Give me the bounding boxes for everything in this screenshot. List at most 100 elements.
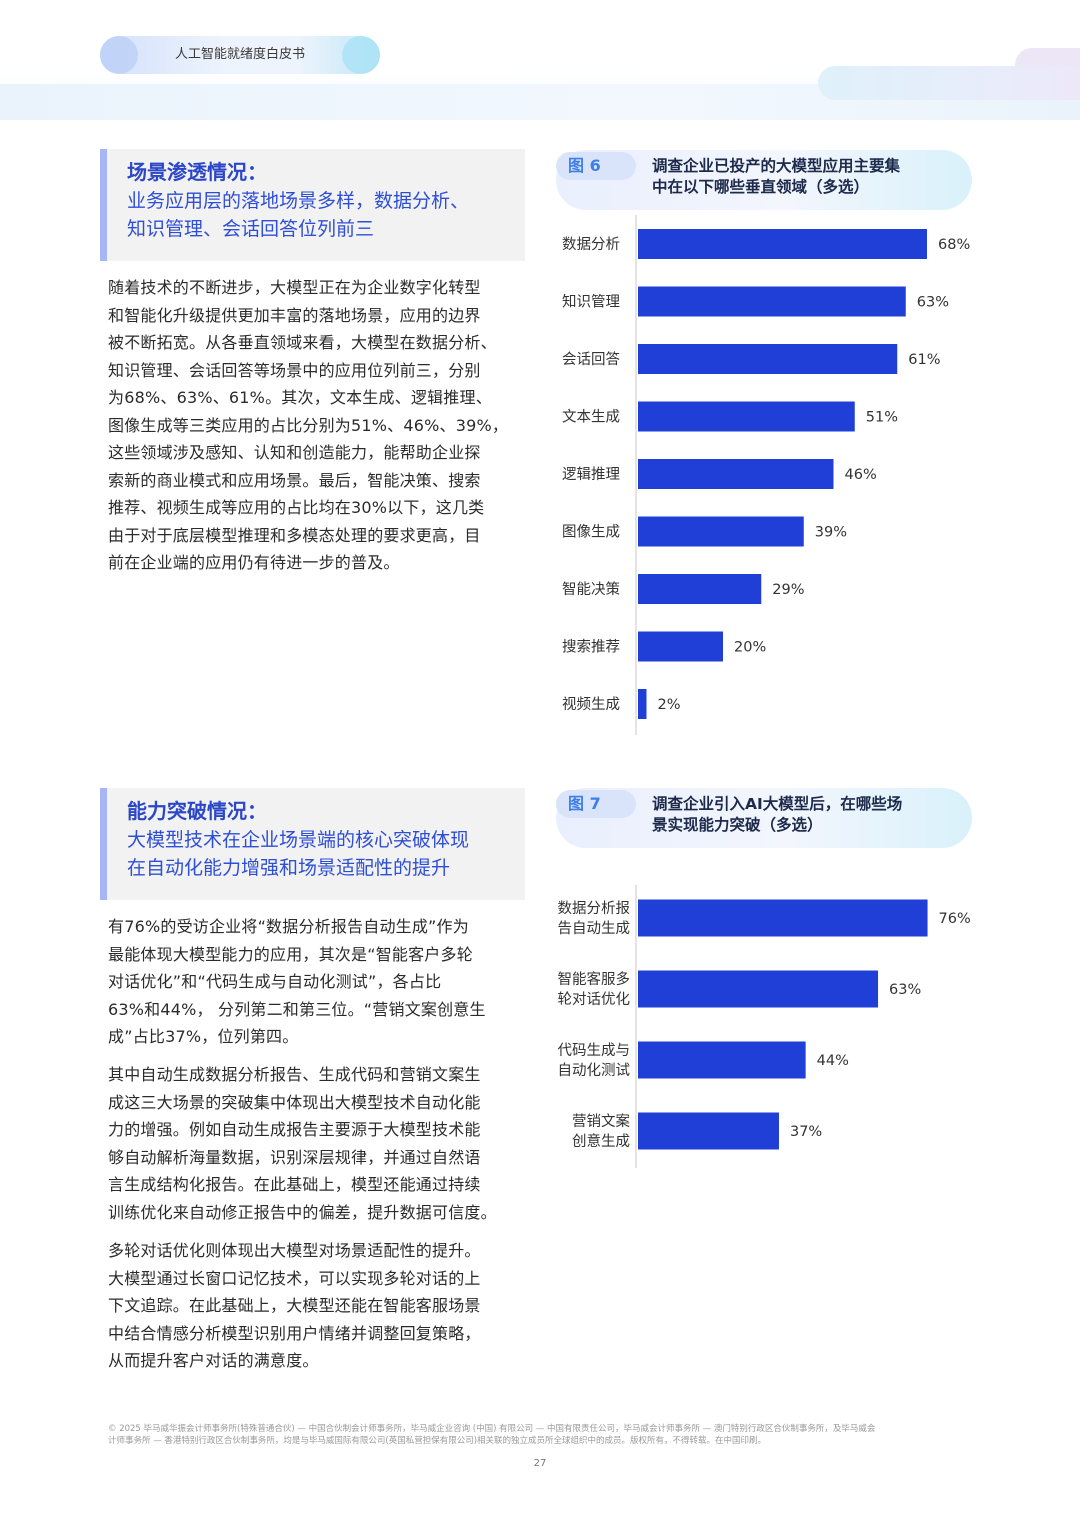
chart-value-label: 44% [817,1053,849,1069]
chart-bar [638,401,855,432]
chart-category-label: 告自动生成 [558,920,631,937]
body-line: 最能体现大模型能力的应用，其次是“智能客户多轮 [108,944,473,964]
body-line: 训练优化来自动修正报告中的偏差，提升数据可信度。 [108,1202,497,1222]
body-line: 其中自动生成数据分析报告、生成代码和营销文案生 [108,1065,481,1084]
body-line: 为68%、63%、61%。其次，文本生成、逻辑推理、 [108,388,492,407]
figure-title: 调查企业已投产的大模型应用主要集 中在以下哪些垂直领域（多选） [652,156,952,198]
body-line: 推荐、视频生成等应用的占比均在30%以下，这几类 [108,498,485,517]
body-line: 这些领域涉及感知、认知和创造能力，能帮助企业探 [108,443,481,462]
chart-category-label: 数据分析报 [558,900,631,917]
figure-title: 调查企业引入AI大模型后，在哪些场 景实现能力突破（多选） [652,794,952,836]
chart-bar [638,459,834,489]
legal-line: © 2025 毕马威华振会计师事务所(特殊普通合伙) — 中国合伙制会计师事务所… [108,1424,876,1434]
body-line: 成”占比37%，位列第四。 [108,1027,299,1046]
section-subtitle-line: 知识管理、会话回答位列前三 [127,218,375,240]
body-line: 由于对于底层模型推理和多模态处理的要求更高，目 [108,525,481,545]
chart-bar [638,516,804,547]
chart-value-label: 2% [658,697,681,713]
body-line: 够自动解析海量数据，识别深层规律，并通过自然语 [108,1147,481,1167]
body-line: 知识管理、会话回答等场景中的应用位列前三，分别 [108,360,481,380]
chart-bar [638,689,647,719]
chart-bar [638,229,927,259]
chart-bar [638,344,898,374]
section-body-text: 有76%的受访企业将“数据分析报告自动生成”作为 最能体现大模型能力的应用，其次… [108,913,536,1051]
section-title: 能力突破情况： [127,799,267,823]
figure-tab [556,152,636,180]
chart-bar [638,970,879,1008]
chart-value-label: 76% [939,911,971,927]
chart-category-label: 自动化测试 [558,1062,631,1079]
section-subtitle-line: 在自动化能力增强和场景适配性的提升 [127,857,451,879]
figure-6-heading: 图 6 调查企业已投产的大模型应用主要集 中在以下哪些垂直领域（多选） [556,150,972,210]
decorative-circle [342,36,380,74]
chart-category-label: 知识管理 [562,294,620,311]
legal-footer: © 2025 毕马威华振会计师事务所(特殊普通合伙) — 中国合伙制会计师事务所… [108,1423,978,1447]
chart-bar [638,1112,779,1150]
chart-value-label: 68% [938,237,970,253]
figure-tab [556,790,636,818]
chart-value-label: 51% [866,410,898,426]
chart-category-label: 会话回答 [562,351,620,368]
body-line: 下文追踪。在此基础上，大模型还能在智能客服场景 [108,1296,481,1315]
body-line: 63%和44%， 分列第二和第三位。“营销文案创意生 [108,999,486,1019]
body-line: 中结合情感分析模型识别用户情绪并调整回复策略， [108,1323,481,1343]
chart-category-label: 图像生成 [562,524,620,541]
chart-value-label: 37% [790,1124,822,1140]
body-line: 大模型通过长窗口记忆技术，可以实现多轮对话的上 [108,1268,481,1288]
figure-label: 图 7 [568,794,601,813]
chart-category-label: 智能客服多 [558,971,631,988]
chart-value-label: 39% [815,525,847,541]
chart-category-label: 逻辑推理 [562,466,620,483]
body-line: 力的增强。例如自动生成报告主要源于大模型技术能 [108,1120,481,1139]
body-line: 随着技术的不断进步，大模型正在为企业数字化转型 [108,278,481,297]
figure-title-line: 调查企业引入AI大模型后，在哪些场 [652,795,903,813]
body-line: 和智能化升级提供更加丰富的落地场景，应用的边界 [108,305,481,325]
chart-category-label: 代码生成与 [558,1042,631,1059]
decorative-circle [100,36,138,74]
body-line: 从而提升客户对话的满意度。 [108,1351,319,1370]
chart-category-label: 营销文案 [572,1112,630,1130]
chart-category-label: 数据分析 [562,236,620,253]
chart-category-label: 轮对话优化 [558,991,631,1008]
section-body-text: 其中自动生成数据分析报告、生成代码和营销文案生 成这三大场景的突破集中体现出大模… [108,1061,536,1226]
section-body-text: 多轮对话优化则体现出大模型对场景适配性的提升。 大模型通过长窗口记忆技术，可以实… [108,1237,536,1375]
chart-value-label: 20% [734,640,766,656]
page-number: 27 [533,1458,547,1469]
body-line: 对话优化”和“代码生成与自动化测试”，各占比 [108,972,442,991]
chart-value-label: 63% [889,982,921,998]
body-line: 言生成结构化报告。在此基础上，模型还能通过持续 [108,1175,481,1194]
legal-line: 计师事务所 — 香港特别行政区合伙制事务所，均是与毕马威国际有限公司(英国私营担… [108,1436,767,1446]
chart-bar [638,631,723,662]
section-title: 场景渗透情况： [127,160,267,184]
body-line: 有76%的受访企业将“数据分析报告自动生成”作为 [108,917,469,936]
header-title-pill: 人工智能就绪度白皮书 [100,36,380,74]
body-line: 多轮对话优化则体现出大模型对场景适配性的提升。 [108,1241,481,1260]
figure-7-heading: 图 7 调查企业引入AI大模型后，在哪些场 景实现能力突破（多选） [556,788,972,848]
chart-value-label: 29% [772,582,804,598]
section-subtitle-line: 大模型技术在企业场景端的核心突破体现 [127,829,470,851]
section-heading-scene: 场景渗透情况： 业务应用层的落地场景多样，数据分析、 知识管理、会话回答位列前三 [100,149,525,261]
chart-bar [638,574,762,604]
chart-value-label: 63% [917,295,949,311]
figure-title-line: 调查企业已投产的大模型应用主要集 [652,157,901,175]
chart-bar [638,899,928,937]
figure-label: 图 6 [568,156,601,175]
body-line: 图像生成等三类应用的占比分别为51%、46%、39%， [108,415,509,435]
body-line: 索新的商业模式和应用场景。最后，智能决策、搜索 [108,470,481,490]
chart-value-label: 46% [845,467,877,483]
chart-category-label: 文本生成 [562,409,620,426]
chart-category-label: 搜索推荐 [562,639,620,656]
chart-bar [638,286,906,317]
section-subtitle-line: 业务应用层的落地场景多样，数据分析、 [127,190,470,212]
section-body-text: 随着技术的不断进步，大模型正在为企业数字化转型 和智能化升级提供更加丰富的落地场… [108,274,536,577]
figure-title-line: 景实现能力突破（多选） [652,816,823,834]
chart-bar [638,1041,806,1079]
chart-category-label: 创意生成 [572,1132,630,1150]
chart-category-label: 视频生成 [562,696,620,713]
document-title: 人工智能就绪度白皮书 [174,47,305,62]
body-line: 成这三大场景的突破集中体现出大模型技术自动化能 [108,1092,481,1112]
figure-title-line: 中在以下哪些垂直领域（多选） [652,178,870,196]
chart-category-label: 智能决策 [562,581,620,598]
body-line: 前在企业端的应用仍有待进一步的普及。 [108,553,400,572]
chart-value-label: 61% [908,352,940,368]
